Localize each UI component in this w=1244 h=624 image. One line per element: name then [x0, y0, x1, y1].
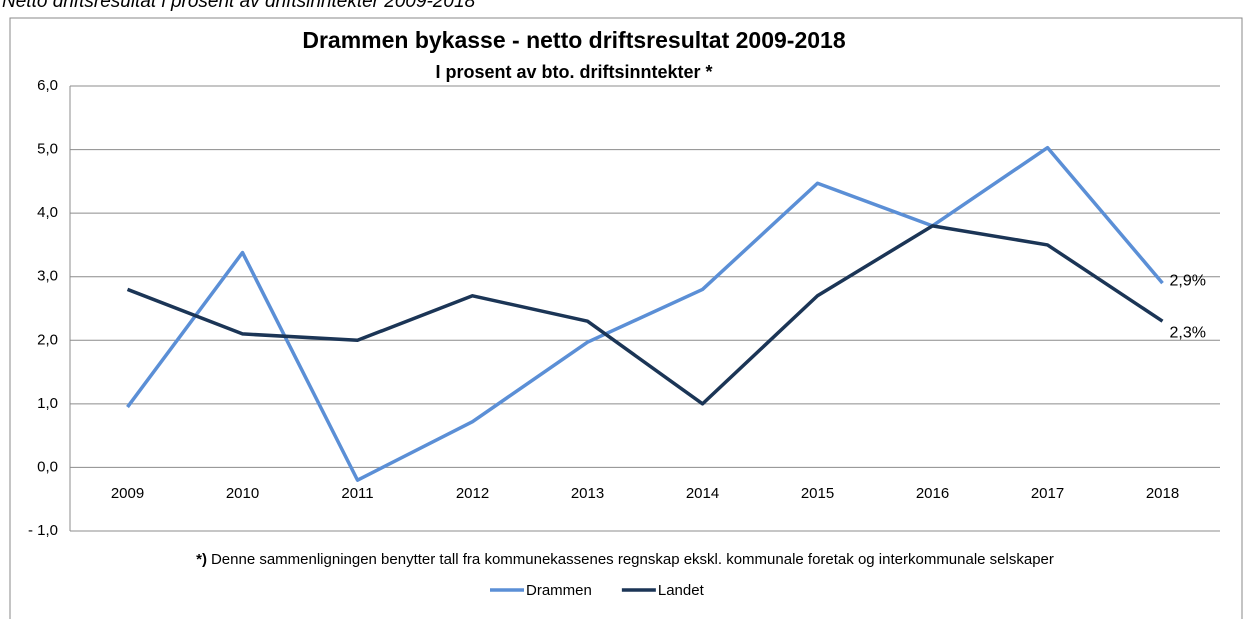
- x-tick-label: 2011: [341, 485, 373, 502]
- y-tick-label: 6,0: [37, 77, 58, 94]
- footnote-text: Denne sammenligningen benytter tall fra …: [211, 551, 1054, 568]
- x-tick-label: 2013: [571, 485, 604, 502]
- x-tick-label: 2012: [456, 485, 489, 502]
- y-tick-label: 1,0: [37, 395, 58, 412]
- x-tick-label: 2014: [686, 485, 719, 502]
- x-tick-label: 2017: [1031, 485, 1064, 502]
- y-tick-label: 2,0: [37, 331, 58, 348]
- y-tick-label: 5,0: [37, 141, 58, 158]
- chart-title: Drammen bykasse - netto driftsresultat 2…: [302, 27, 845, 53]
- y-tick-label: 3,0: [37, 268, 58, 285]
- chart-frame: [9, 17, 1243, 619]
- x-tick-label: 2018: [1146, 485, 1179, 502]
- footnote: *) Denne sammenligningen benytter tall fr…: [196, 551, 1054, 568]
- footnote-marker: *): [196, 551, 207, 568]
- x-tick-label: 2009: [111, 485, 144, 502]
- legend-label: Landet: [658, 582, 705, 599]
- data-label: 2,3%: [1170, 324, 1206, 341]
- y-tick-label: 4,0: [37, 204, 58, 221]
- x-tick-label: 2016: [916, 485, 949, 502]
- chart-subtitle: I prosent av bto. driftsinntekter *: [435, 62, 712, 82]
- data-label: 2,9%: [1170, 272, 1206, 289]
- line-series: [126, 224, 1164, 406]
- y-tick-label: - 1,0: [28, 522, 58, 539]
- x-tick-label: 2010: [226, 485, 259, 502]
- legend-label: Drammen: [526, 582, 592, 599]
- caption: Netto driftsresultat i prosent av drifts…: [2, 0, 476, 12]
- line-series: [126, 145, 1164, 482]
- y-tick-label: 0,0: [37, 458, 58, 475]
- x-tick-label: 2015: [801, 485, 834, 502]
